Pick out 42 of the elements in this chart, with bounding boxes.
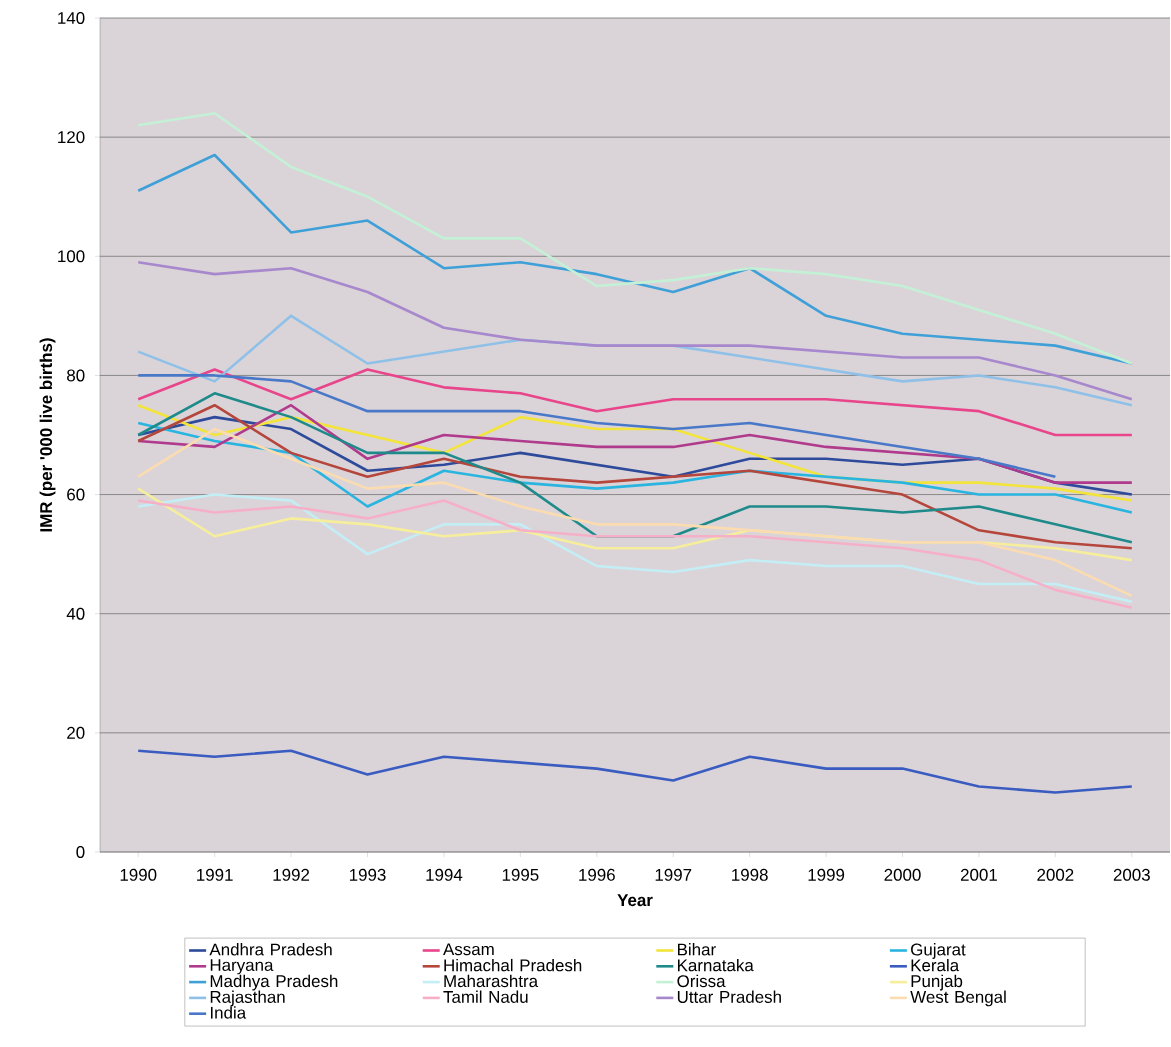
y-tick-label: 40 bbox=[66, 607, 85, 620]
x-tick-label: 1994 bbox=[426, 868, 463, 881]
legend-label: West Bengal bbox=[910, 990, 1006, 1007]
legend-label: Madhya Pradesh bbox=[210, 974, 338, 991]
x-tick-label: 1992 bbox=[273, 868, 310, 881]
x-tick-label: 1997 bbox=[655, 868, 692, 881]
legend-label: Orissa bbox=[677, 974, 726, 988]
x-tick-label: 2000 bbox=[884, 868, 921, 881]
legend-label: Rajasthan bbox=[210, 990, 285, 1007]
y-tick-label: 80 bbox=[67, 369, 85, 382]
y-tick-label: 120 bbox=[58, 131, 85, 144]
legend-label: Karnataka bbox=[677, 958, 754, 972]
y-tick-label: 140 bbox=[58, 11, 85, 24]
x-tick-label: 2003 bbox=[1113, 868, 1150, 881]
x-tick-label: 1999 bbox=[808, 868, 845, 881]
x-tick-label: 1993 bbox=[349, 868, 386, 881]
line-series bbox=[136, 112, 1134, 365]
legend-label: Himachal Pradesh bbox=[444, 958, 582, 972]
legend-label: Kerala bbox=[911, 958, 960, 972]
legend-label: India bbox=[210, 1006, 247, 1019]
x-tick-label: 1991 bbox=[197, 868, 233, 881]
x-tick-label: 1995 bbox=[502, 868, 539, 881]
y-tick-label: 20 bbox=[67, 726, 85, 739]
y-tick-label: 60 bbox=[67, 488, 85, 501]
legend-label: Bihar bbox=[677, 943, 716, 956]
y-axis-title: IMR (per '000 live births) bbox=[39, 338, 56, 532]
x-tick-label: 2001 bbox=[960, 868, 997, 881]
legend-label: Gujarat bbox=[911, 943, 966, 959]
legend-label: Maharashtra bbox=[444, 974, 539, 988]
x-tick-label: 1990 bbox=[120, 868, 157, 881]
legend-label: Assam bbox=[443, 943, 494, 956]
legend-label: Uttar Pradesh bbox=[677, 990, 781, 1003]
legend-label: Tamil Nadu bbox=[443, 990, 528, 1003]
legend-label: Haryana bbox=[210, 959, 274, 975]
legend-label: Andhra Pradesh bbox=[209, 943, 332, 956]
x-axis-title: Year bbox=[617, 894, 653, 907]
y-tick-label: 100 bbox=[58, 250, 85, 263]
x-tick-label: 2002 bbox=[1037, 868, 1074, 881]
x-tick-label: 1996 bbox=[579, 868, 615, 881]
legend-label: Punjab bbox=[911, 974, 963, 991]
y-tick-label: 0 bbox=[76, 846, 85, 858]
x-tick-label: 1998 bbox=[732, 868, 768, 881]
